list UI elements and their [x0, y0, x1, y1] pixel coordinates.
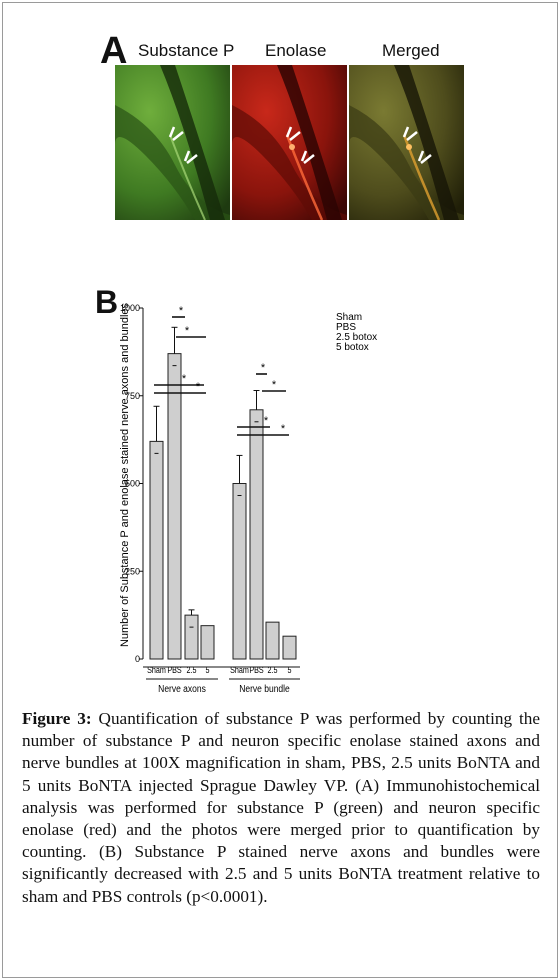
caption-label: Figure 3: [22, 709, 92, 728]
bar [200, 625, 215, 660]
significance-star: * [272, 379, 277, 391]
x-tick-label: 2.5 [187, 665, 197, 675]
significance-star: * [179, 305, 184, 317]
bars [149, 326, 297, 660]
significance-star: * [182, 373, 187, 385]
enolase-micrograph [232, 65, 347, 220]
y-tick-label: 750 [125, 391, 140, 401]
y-axis-label: Number of Substance P and enolase staine… [119, 302, 131, 647]
bar [265, 621, 280, 660]
bar [167, 353, 182, 660]
merged-micrograph [349, 65, 464, 220]
significance-markers: ******** [154, 305, 289, 436]
figure-caption: Figure 3: Quantification of substance P … [22, 708, 540, 908]
significance-star: * [185, 325, 190, 337]
significance-star: * [281, 423, 286, 435]
bar [249, 409, 264, 660]
x-tick-label: PBS [167, 665, 182, 675]
legend-entry: 2.5 botox [336, 332, 377, 343]
legend-entry: 5 botox [336, 342, 369, 353]
significance-star: * [261, 362, 266, 374]
legend-entry: PBS [336, 322, 356, 333]
bar [232, 483, 247, 660]
x-tick-label: Sham [230, 665, 249, 675]
enolase-title: Enolase [265, 41, 327, 60]
bar-chart: Number of Substance P and enolase staine… [119, 302, 377, 694]
bar [184, 614, 199, 660]
x-tick-label: 2.5 [268, 665, 278, 675]
x-tick-label: Sham [147, 665, 166, 675]
y-tick-label: 0 [135, 654, 140, 664]
x-tick-label: 5 [287, 665, 291, 675]
legend-entry: Sham [336, 312, 362, 323]
bar [282, 635, 297, 660]
bar [149, 440, 164, 660]
y-axis: 0 250 500 750 1000 [120, 303, 144, 664]
substance-p-title: Substance P [138, 41, 235, 60]
y-tick-label: 500 [125, 479, 140, 489]
substance-p-micrograph [115, 65, 230, 220]
y-tick-label: 250 [125, 566, 140, 576]
panel-b-letter: B [95, 284, 119, 320]
significance-star: * [196, 381, 201, 393]
merged-title: Merged [382, 41, 440, 60]
x-tick-label: 5 [205, 665, 209, 675]
group-label: Nerve bundle [239, 683, 289, 694]
y-tick-label: 1000 [120, 303, 140, 313]
x-tick-label: PBS [249, 665, 264, 675]
significance-star: * [264, 415, 269, 427]
caption-text: Quantification of substance P was perfor… [22, 709, 540, 906]
group-label: Nerve axons [158, 683, 206, 694]
